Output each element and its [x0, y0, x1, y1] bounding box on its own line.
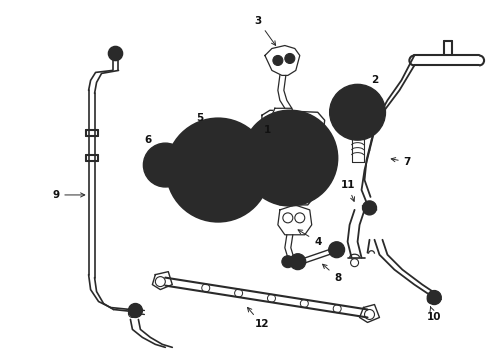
Circle shape: [208, 160, 227, 180]
Circle shape: [289, 254, 305, 270]
Text: 7: 7: [390, 157, 410, 167]
Text: 11: 11: [340, 180, 354, 201]
Circle shape: [295, 126, 302, 133]
Polygon shape: [269, 108, 295, 130]
Circle shape: [295, 183, 302, 190]
Circle shape: [279, 148, 299, 168]
Circle shape: [362, 201, 376, 215]
Circle shape: [427, 291, 440, 305]
Text: 1: 1: [264, 125, 282, 145]
Circle shape: [108, 46, 122, 60]
Text: 12: 12: [247, 307, 268, 329]
Circle shape: [329, 84, 385, 140]
Text: 10: 10: [426, 307, 441, 323]
Circle shape: [262, 137, 268, 144]
Polygon shape: [277, 205, 311, 235]
Text: 9: 9: [52, 190, 84, 200]
Circle shape: [285, 54, 294, 63]
Circle shape: [128, 303, 142, 318]
Circle shape: [262, 172, 268, 179]
Circle shape: [316, 154, 323, 162]
Circle shape: [281, 256, 293, 268]
Text: 8: 8: [322, 264, 341, 283]
Circle shape: [328, 242, 344, 258]
Circle shape: [166, 118, 269, 222]
Text: 4: 4: [298, 230, 321, 247]
Polygon shape: [359, 305, 379, 323]
Text: 2: 2: [359, 75, 377, 102]
Text: 5: 5: [196, 113, 215, 137]
Polygon shape: [152, 272, 172, 289]
Text: 3: 3: [254, 15, 275, 45]
Polygon shape: [258, 110, 324, 205]
Circle shape: [143, 143, 187, 187]
Text: 6: 6: [144, 135, 161, 152]
Circle shape: [272, 55, 282, 66]
Circle shape: [242, 110, 337, 206]
Polygon shape: [264, 45, 299, 75]
